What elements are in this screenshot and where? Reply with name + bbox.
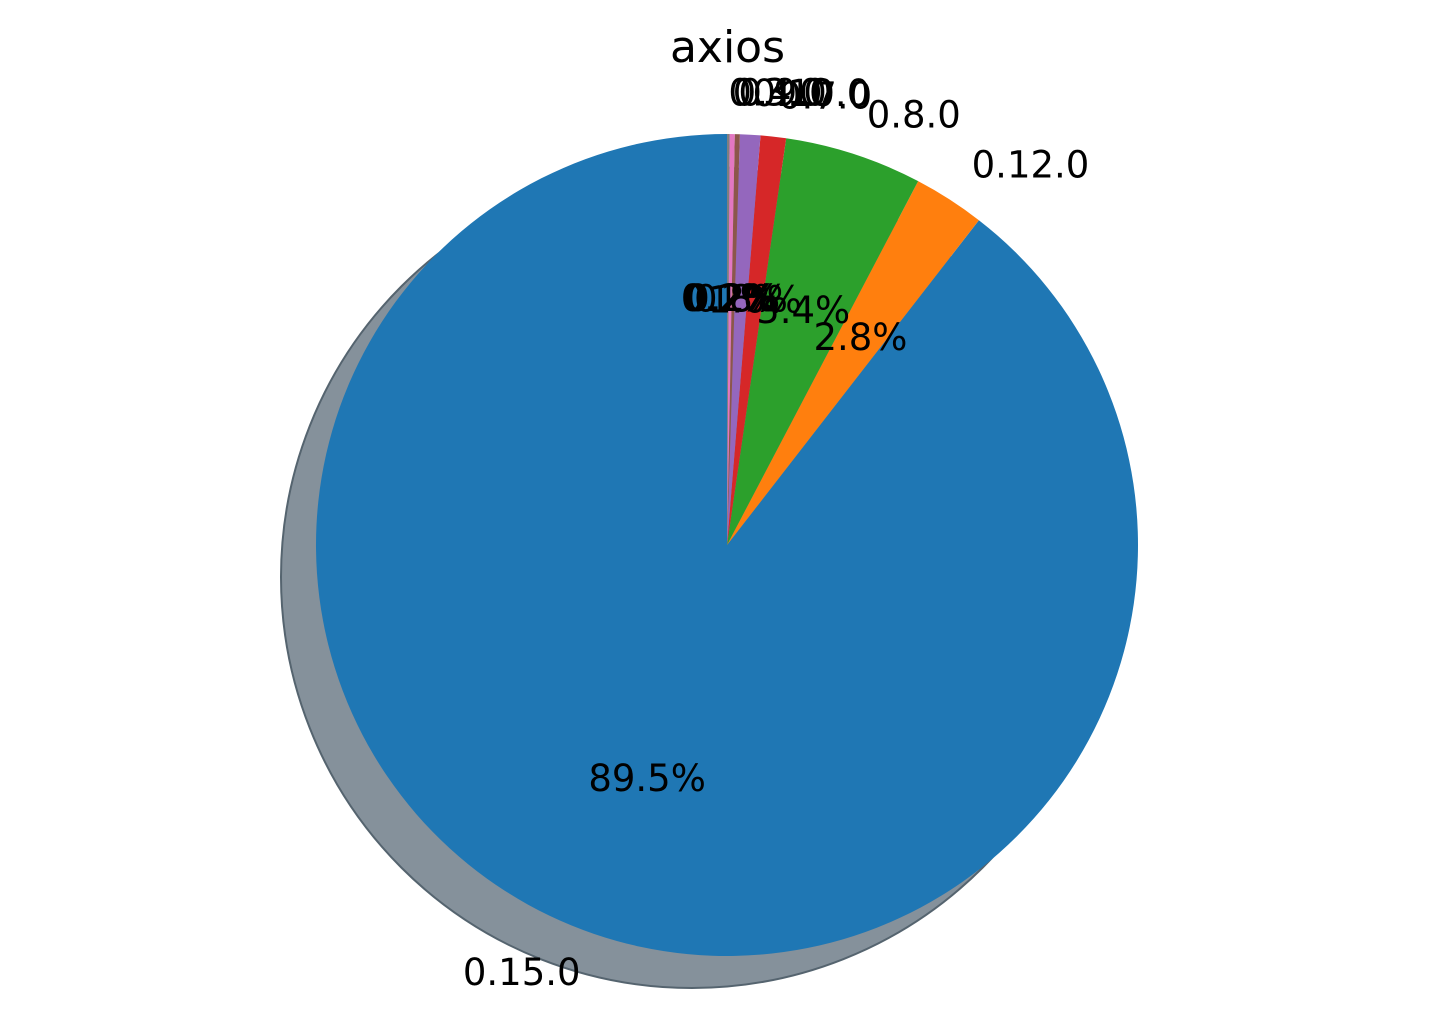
chart-title: axios — [669, 22, 786, 73]
slice-label: 0.10.0 — [753, 72, 871, 115]
slice-percent-label: 2.8% — [813, 316, 907, 359]
pie-slice-0-7-0 — [727, 135, 787, 545]
slice-percent-label: 1.0% — [708, 278, 802, 321]
pie-slice-0-3-0 — [727, 134, 730, 545]
slice-label: 0.15.0 — [463, 951, 581, 994]
slice-percent-label: 0.1% — [681, 277, 775, 320]
slice-label: 0.8.0 — [867, 94, 961, 137]
slice-percent-label: 0.2% — [686, 277, 780, 320]
pie-slice-0-9-0 — [727, 134, 740, 546]
slice-label: 0.7.0 — [778, 74, 872, 117]
slice-label: 0.3.0 — [728, 71, 822, 114]
pie-slice-0-12-0 — [727, 181, 979, 546]
pie-slice-0-10-0 — [727, 134, 761, 545]
slice-label: 0.12.0 — [972, 143, 1090, 186]
slice-label: 0.4.0 — [733, 71, 827, 114]
slice-percent-label: 0.8% — [694, 277, 788, 320]
slice-percent-label: 0.2% — [683, 277, 777, 320]
slice-percent-label: 5.4% — [756, 289, 850, 332]
slice-percent-label: 89.5% — [588, 757, 706, 800]
pie-slice-0-4-0 — [727, 134, 735, 545]
pie-labels: 0.15.089.5%0.12.02.8%0.8.05.4%0.7.01.0%0… — [463, 71, 1089, 994]
slice-label: 0.9.0 — [738, 72, 832, 115]
pie-slices — [315, 134, 1139, 957]
pie-slice-0-8-0 — [727, 138, 919, 545]
